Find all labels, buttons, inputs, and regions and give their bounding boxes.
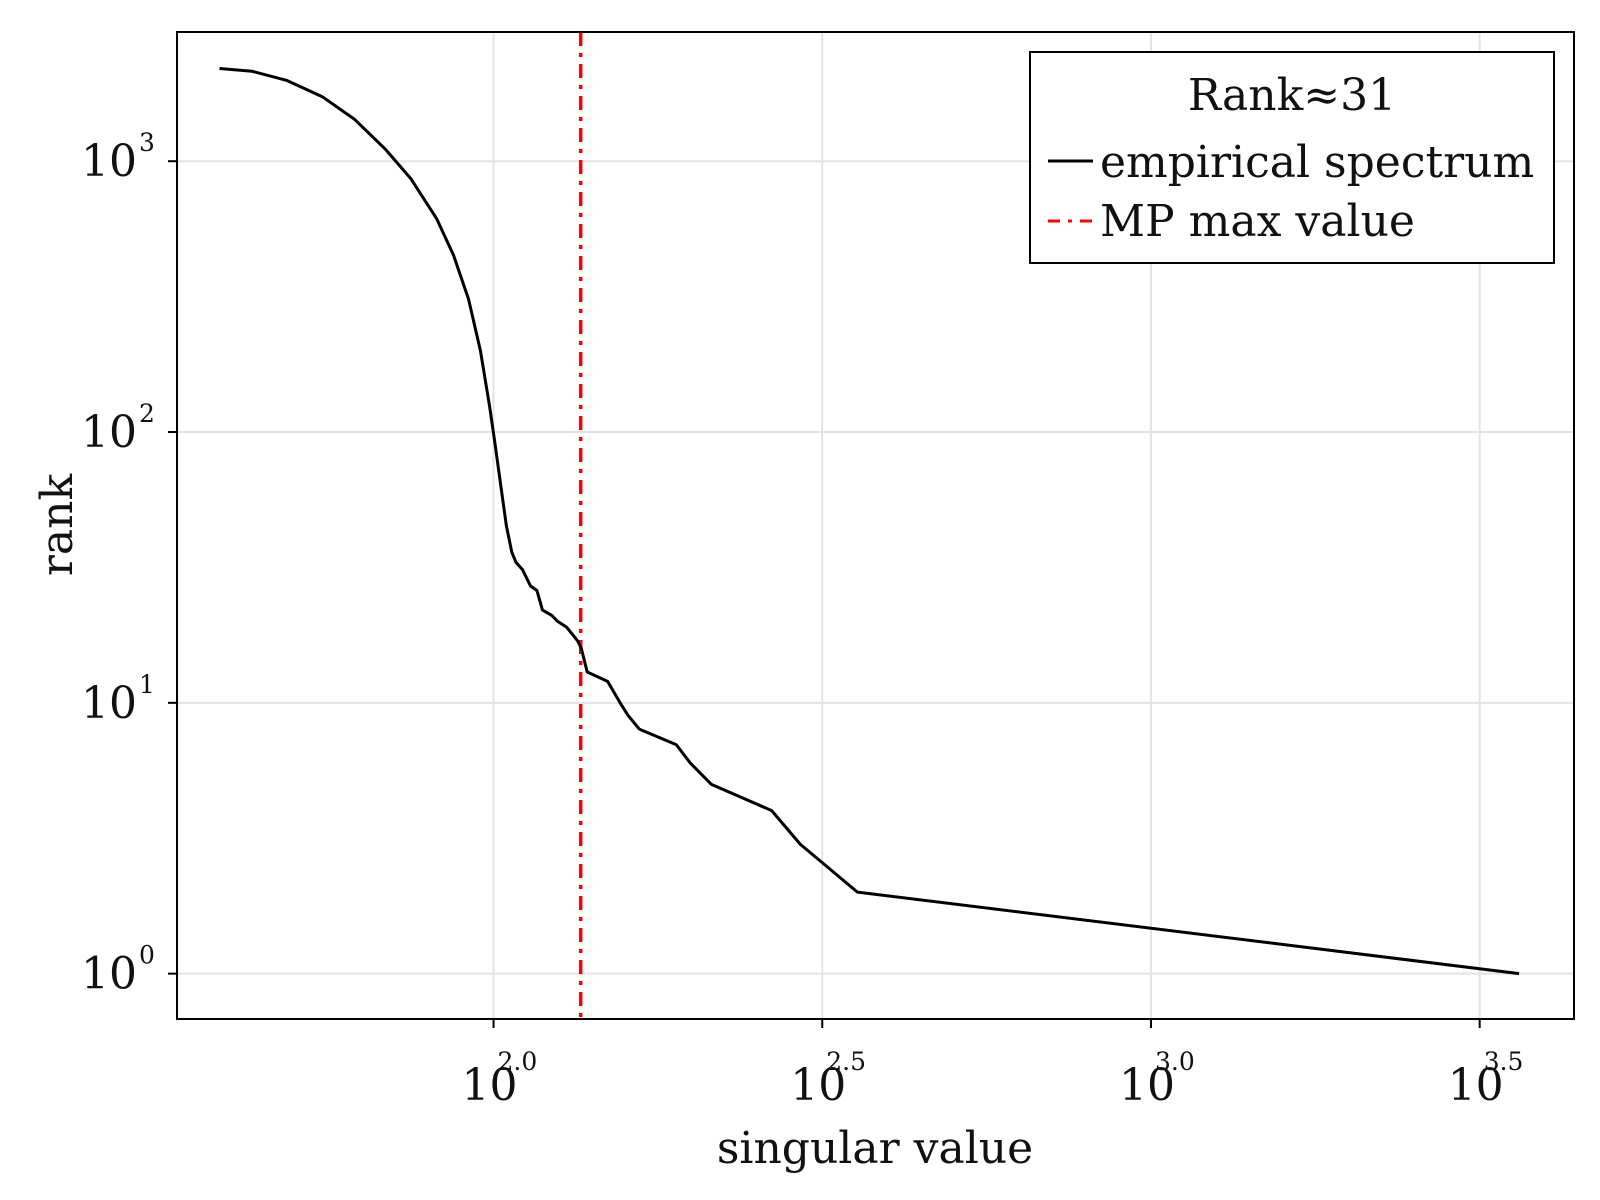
x-axis-ticks: 102.0 102.5 103.0 103.5 bbox=[462, 1019, 1524, 1111]
series-lines bbox=[219, 67, 1520, 976]
x-tick-exponent: 2.0 bbox=[498, 1047, 538, 1076]
y-axis-title: rank bbox=[32, 474, 83, 577]
legend: Rank≈31 empirical spectrum MP max value bbox=[1029, 51, 1555, 264]
y-tick-exponent: 0 bbox=[139, 941, 155, 970]
x-axis-title: singular value bbox=[717, 1123, 1033, 1174]
x-tick-exponent: 3.5 bbox=[1484, 1047, 1524, 1076]
y-tick-label: 10 bbox=[81, 407, 137, 458]
y-tick-label: 10 bbox=[81, 136, 137, 187]
plot-frame bbox=[176, 31, 1575, 1020]
y-tick-exponent: 2 bbox=[139, 399, 155, 428]
legend-label-mp-max-value: MP max value bbox=[1100, 196, 1415, 247]
x-tick-label: 10 bbox=[1448, 1060, 1504, 1111]
x-tick-label: 10 bbox=[790, 1060, 846, 1111]
y-tick-label: 10 bbox=[81, 678, 137, 729]
x-tick-exponent: 2.5 bbox=[826, 1047, 866, 1076]
x-tick-label: 10 bbox=[462, 1060, 518, 1111]
x-tick-exponent: 3.0 bbox=[1155, 1047, 1195, 1076]
y-tick-label: 10 bbox=[81, 949, 137, 1000]
legend-box bbox=[1029, 51, 1555, 264]
legend-title: Rank≈31 bbox=[1188, 70, 1396, 121]
legend-label-empirical-spectrum: empirical spectrum bbox=[1100, 137, 1534, 188]
y-tick-exponent: 1 bbox=[139, 670, 155, 699]
y-tick-exponent: 3 bbox=[139, 128, 155, 157]
empirical-spectrum-line bbox=[219, 67, 1520, 976]
x-tick-label: 10 bbox=[1119, 1060, 1175, 1111]
